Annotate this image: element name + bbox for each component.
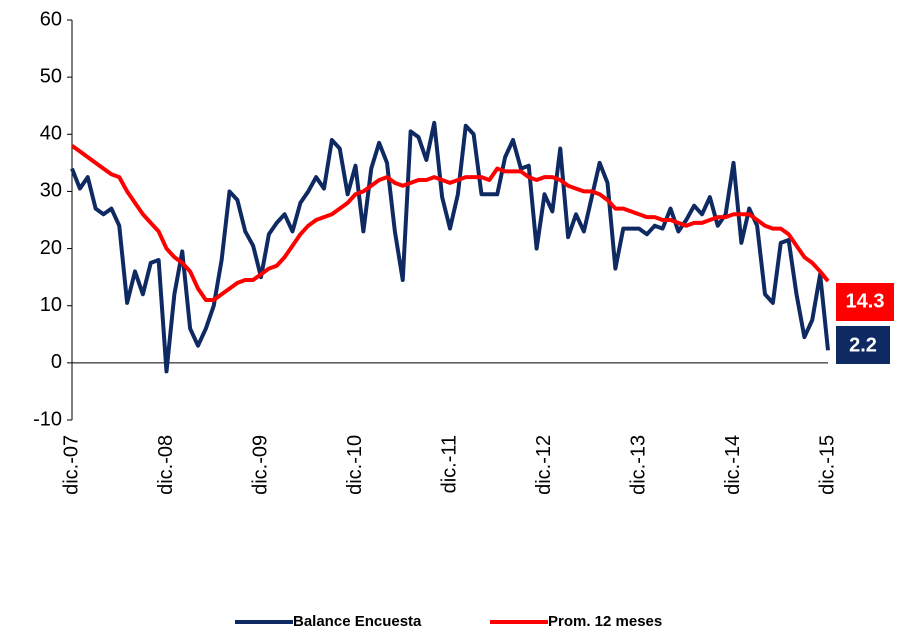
x-tick-label: dic.-14 (722, 435, 744, 495)
end-label-box (836, 283, 894, 321)
y-tick-label: 30 (40, 180, 62, 202)
x-tick-label: dic.-09 (249, 435, 271, 495)
data-line (70, 144, 830, 302)
y-tick-label: 20 (40, 237, 62, 259)
x-tick-label: dic.-08 (155, 435, 177, 495)
end-label-box (836, 326, 890, 364)
y-tick-label: -10 (33, 408, 62, 430)
y-tick-label: 50 (40, 65, 62, 87)
x-tick-label: dic.-07 (60, 435, 82, 495)
x-tick-label: dic.-12 (533, 435, 555, 495)
y-tick-label: 0 (51, 351, 62, 373)
x-tick-label: dic.-13 (627, 435, 649, 495)
legend-label: Prom. 12 meses (548, 613, 662, 630)
y-tick-label: 40 (40, 123, 62, 145)
end-label: 2.2 (849, 334, 877, 356)
end-label: 14.3 (846, 290, 885, 312)
data-line (70, 120, 830, 374)
x-tick-label: dic.-10 (344, 435, 366, 495)
y-tick-label: 60 (40, 8, 62, 30)
x-tick-label: dic.-11 (438, 435, 460, 494)
x-tick-label: dic.-15 (816, 435, 838, 495)
y-tick-label: 10 (40, 294, 62, 316)
legend-label: Balance Encuesta (293, 613, 422, 630)
